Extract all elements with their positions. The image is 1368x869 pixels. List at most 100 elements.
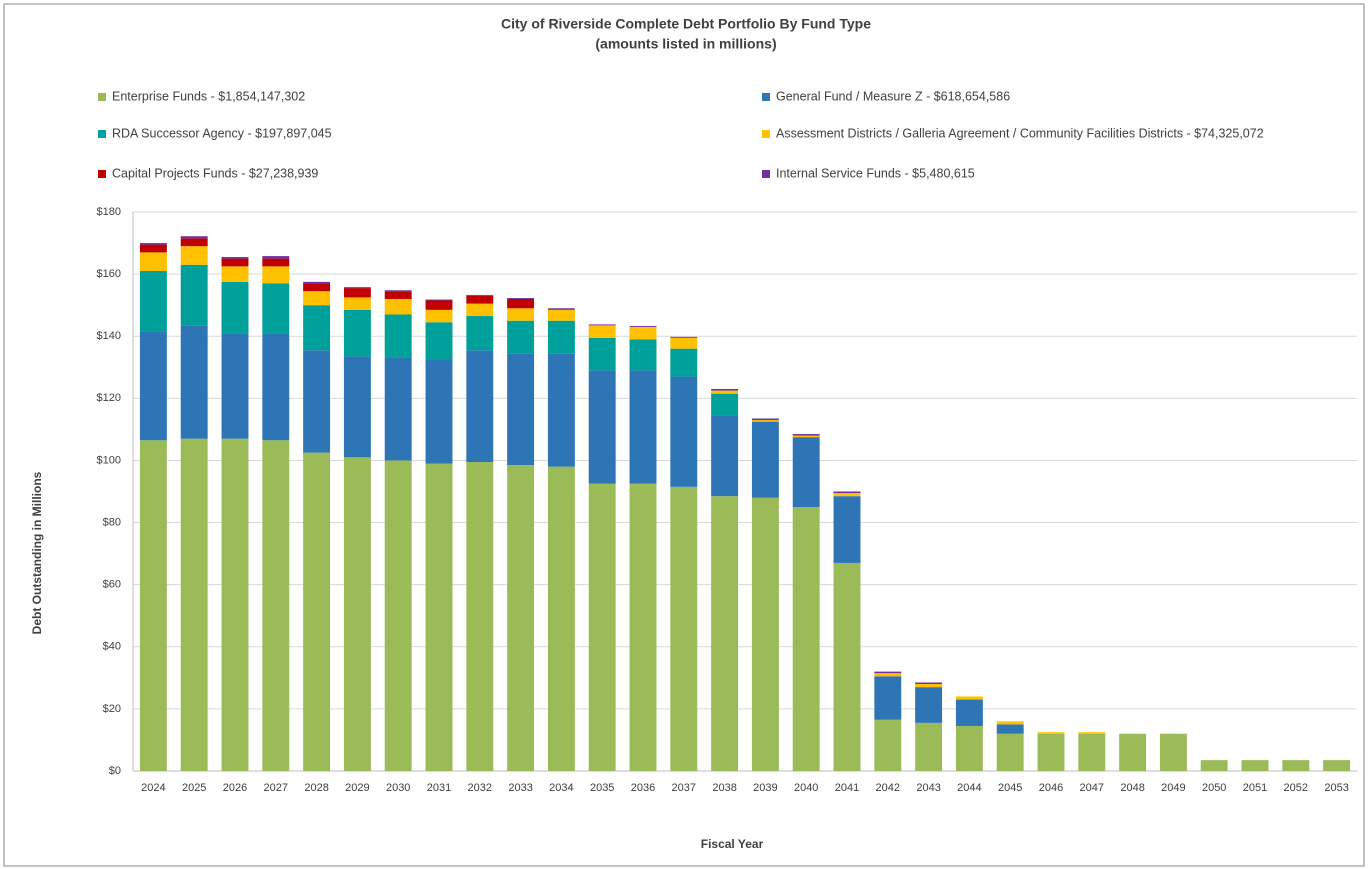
bar-segment bbox=[139, 440, 167, 771]
bar-segment bbox=[425, 359, 453, 464]
bar-segment bbox=[262, 333, 290, 441]
bar-segment bbox=[507, 298, 535, 299]
x-tick-label: 2052 bbox=[1284, 782, 1308, 794]
bar-segment bbox=[466, 294, 494, 296]
x-tick-label: 2029 bbox=[345, 782, 369, 794]
bar-segment bbox=[792, 434, 820, 436]
bar-segment bbox=[1241, 760, 1269, 771]
bar-segment bbox=[629, 339, 657, 371]
bar-segment bbox=[915, 687, 943, 723]
bar-segment bbox=[303, 305, 331, 351]
bar-segment bbox=[996, 733, 1024, 771]
bar-segment bbox=[507, 465, 535, 771]
bar-segment bbox=[139, 252, 167, 272]
bar-segment bbox=[425, 322, 453, 360]
bar-segment bbox=[915, 684, 943, 688]
x-tick-label: 2033 bbox=[508, 782, 532, 794]
bar-segment bbox=[466, 461, 494, 771]
bar-segment bbox=[221, 257, 249, 259]
bar-segment bbox=[547, 466, 575, 771]
bar-segment bbox=[343, 287, 371, 289]
x-tick-label: 2030 bbox=[386, 782, 410, 794]
bar-segment bbox=[384, 298, 412, 315]
bar-segment bbox=[1323, 760, 1351, 771]
y-tick-label: $80 bbox=[103, 516, 121, 528]
x-tick-label: 2041 bbox=[835, 782, 859, 794]
bar-segment bbox=[547, 320, 575, 354]
legend-label: Capital Projects Funds - $27,238,939 bbox=[112, 166, 318, 180]
x-tick-label: 2049 bbox=[1161, 782, 1185, 794]
bar-segment bbox=[384, 460, 412, 771]
bar-segment bbox=[833, 496, 861, 563]
bar-segment bbox=[139, 244, 167, 253]
bar-segment bbox=[425, 463, 453, 771]
bar-segment bbox=[996, 724, 1024, 734]
bar-segment bbox=[629, 325, 657, 327]
bar-segment bbox=[221, 333, 249, 439]
bar-segment bbox=[1159, 733, 1187, 771]
legend-label: RDA Successor Agency - $197,897,045 bbox=[112, 126, 332, 140]
bar-segment bbox=[262, 256, 290, 259]
bar-segment bbox=[303, 350, 331, 453]
bar-segment bbox=[833, 562, 861, 771]
bar-segment bbox=[139, 243, 167, 245]
x-tick-label: 2040 bbox=[794, 782, 818, 794]
bar-segment bbox=[180, 236, 208, 239]
bar-segment bbox=[303, 283, 331, 292]
bar-segment bbox=[507, 320, 535, 354]
bar-segment bbox=[711, 415, 739, 497]
bar-segment bbox=[507, 308, 535, 321]
x-tick-label: 2038 bbox=[712, 782, 736, 794]
y-axis-title: Debt Outstanding in Millions bbox=[30, 471, 44, 634]
legend-swatch bbox=[762, 170, 770, 178]
x-tick-label: 2044 bbox=[957, 782, 981, 794]
y-tick-label: $160 bbox=[97, 268, 121, 280]
bar-segment bbox=[262, 283, 290, 334]
bar-segment bbox=[751, 420, 779, 422]
bar-segment bbox=[833, 493, 861, 497]
bar-segment bbox=[180, 238, 208, 247]
y-tick-label: $120 bbox=[97, 392, 121, 404]
legend-swatch bbox=[762, 130, 770, 138]
bar-segment bbox=[343, 297, 371, 310]
bar-segment bbox=[588, 325, 616, 338]
bar-segment bbox=[1037, 732, 1065, 734]
x-tick-label: 2039 bbox=[753, 782, 777, 794]
legend-label: Internal Service Funds - $5,480,615 bbox=[776, 166, 975, 180]
bar-segment bbox=[1078, 732, 1106, 734]
x-tick-label: 2046 bbox=[1039, 782, 1063, 794]
legend-label: Assessment Districts / Galleria Agreemen… bbox=[776, 126, 1264, 140]
bar-segment bbox=[343, 288, 371, 298]
bar-segment bbox=[670, 348, 698, 377]
bar-segment bbox=[629, 326, 657, 340]
x-tick-label: 2043 bbox=[916, 782, 940, 794]
legend-swatch bbox=[762, 93, 770, 101]
bar-segment bbox=[507, 298, 535, 309]
bar-segment bbox=[343, 356, 371, 458]
bar-segment bbox=[1037, 733, 1065, 771]
bar-segment bbox=[384, 314, 412, 358]
bar-segment bbox=[670, 376, 698, 487]
bar-segment bbox=[547, 308, 575, 310]
bar-segment bbox=[1119, 733, 1147, 771]
bar-segment bbox=[751, 418, 779, 421]
y-tick-label: $40 bbox=[103, 641, 121, 653]
bar-segment bbox=[466, 316, 494, 351]
bar-segment bbox=[507, 353, 535, 466]
x-tick-label: 2050 bbox=[1202, 782, 1226, 794]
y-tick-label: $100 bbox=[97, 454, 121, 466]
y-tick-label: $180 bbox=[97, 206, 121, 218]
x-tick-label: 2032 bbox=[468, 782, 492, 794]
bar-segment bbox=[547, 309, 575, 321]
bar-segment bbox=[874, 676, 902, 720]
bar-segment bbox=[792, 437, 820, 508]
bar-segment bbox=[1200, 760, 1228, 771]
bar-segment bbox=[139, 271, 167, 332]
bar-segment bbox=[1282, 760, 1310, 771]
bar-segment bbox=[180, 246, 208, 265]
bar-segment bbox=[221, 258, 249, 267]
legend-label: General Fund / Measure Z - $618,654,586 bbox=[776, 89, 1010, 103]
bar-segment bbox=[384, 290, 412, 292]
y-tick-label: $60 bbox=[103, 579, 121, 591]
